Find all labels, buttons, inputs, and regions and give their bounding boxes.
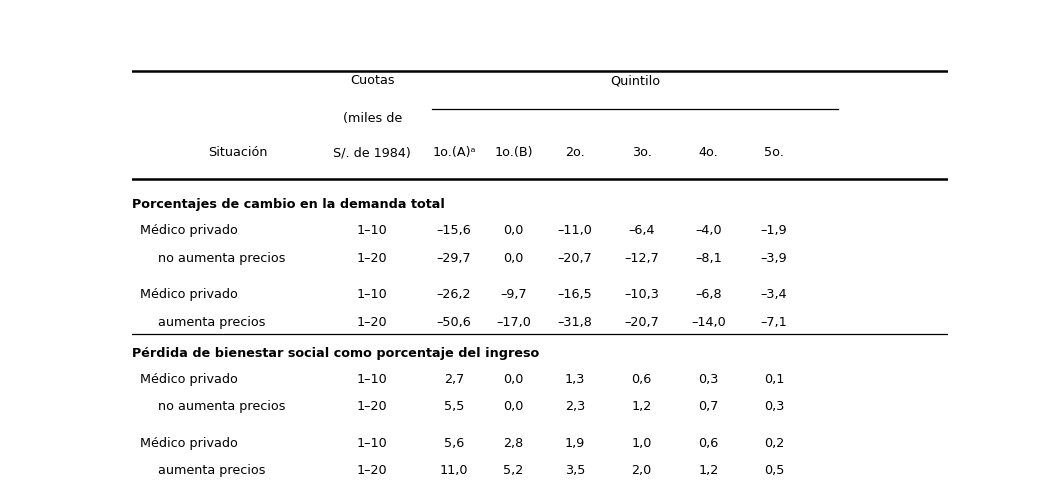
Text: 0,0: 0,0	[503, 400, 523, 413]
Text: 2,3: 2,3	[564, 400, 584, 413]
Text: –17,0: –17,0	[496, 316, 531, 329]
Text: 5,5: 5,5	[443, 400, 464, 413]
Text: 1o.(A)ᵃ: 1o.(A)ᵃ	[432, 146, 476, 159]
Text: –7,1: –7,1	[760, 316, 788, 329]
Text: 3o.: 3o.	[632, 146, 652, 159]
Text: –12,7: –12,7	[624, 251, 659, 265]
Text: Médico privado: Médico privado	[140, 224, 238, 237]
Text: Cuotas: Cuotas	[350, 74, 395, 87]
Text: 0,1: 0,1	[763, 373, 784, 386]
Text: 3,5: 3,5	[564, 464, 584, 477]
Text: 0,6: 0,6	[698, 437, 719, 450]
Text: –14,0: –14,0	[691, 316, 726, 329]
Text: –50,6: –50,6	[437, 316, 472, 329]
Text: 0,7: 0,7	[698, 400, 719, 413]
Text: –15,6: –15,6	[437, 224, 472, 237]
Text: 2,0: 2,0	[632, 464, 652, 477]
Text: –20,7: –20,7	[557, 251, 592, 265]
Text: –1,9: –1,9	[760, 224, 788, 237]
Text: 1–20: 1–20	[357, 251, 388, 265]
Text: 1,2: 1,2	[632, 400, 652, 413]
Text: 0,2: 0,2	[763, 437, 784, 450]
Text: Situación: Situación	[207, 146, 267, 159]
Text: 1,2: 1,2	[698, 464, 719, 477]
Text: no aumenta precios: no aumenta precios	[158, 251, 285, 265]
Text: 1–10: 1–10	[357, 437, 388, 450]
Text: aumenta precios: aumenta precios	[158, 316, 265, 329]
Text: 1–10: 1–10	[357, 224, 388, 237]
Text: –3,4: –3,4	[760, 288, 788, 301]
Text: 0,5: 0,5	[763, 464, 784, 477]
Text: –6,4: –6,4	[629, 224, 655, 237]
Text: 1,3: 1,3	[564, 373, 584, 386]
Text: 11,0: 11,0	[440, 464, 469, 477]
Text: Pérdida de bienestar social como porcentaje del ingreso: Pérdida de bienestar social como porcent…	[132, 347, 539, 360]
Text: –9,7: –9,7	[500, 288, 526, 301]
Text: (miles de: (miles de	[342, 112, 402, 125]
Text: 2,8: 2,8	[503, 437, 523, 450]
Text: 0,0: 0,0	[503, 224, 523, 237]
Text: Médico privado: Médico privado	[140, 437, 238, 450]
Text: 5,6: 5,6	[444, 437, 464, 450]
Text: –8,1: –8,1	[695, 251, 722, 265]
Text: –16,5: –16,5	[557, 288, 592, 301]
Text: 1,0: 1,0	[632, 437, 652, 450]
Text: –31,8: –31,8	[557, 316, 592, 329]
Text: 2,7: 2,7	[444, 373, 464, 386]
Text: no aumenta precios: no aumenta precios	[158, 400, 285, 413]
Text: 0,3: 0,3	[763, 400, 784, 413]
Text: 0,0: 0,0	[503, 373, 523, 386]
Text: Quintilo: Quintilo	[610, 74, 660, 87]
Text: 1–20: 1–20	[357, 316, 388, 329]
Text: –29,7: –29,7	[437, 251, 472, 265]
Text: –20,7: –20,7	[624, 316, 659, 329]
Text: 0,6: 0,6	[632, 373, 652, 386]
Text: –4,0: –4,0	[695, 224, 722, 237]
Text: 0,3: 0,3	[698, 373, 719, 386]
Text: aumenta precios: aumenta precios	[158, 464, 265, 477]
Text: 1–10: 1–10	[357, 288, 388, 301]
Text: 5o.: 5o.	[763, 146, 783, 159]
Text: 1o.(B): 1o.(B)	[494, 146, 533, 159]
Text: –26,2: –26,2	[437, 288, 472, 301]
Text: –11,0: –11,0	[557, 224, 592, 237]
Text: 0,0: 0,0	[503, 251, 523, 265]
Text: 1–20: 1–20	[357, 464, 388, 477]
Text: 1–20: 1–20	[357, 400, 388, 413]
Text: 1–10: 1–10	[357, 373, 388, 386]
Text: –6,8: –6,8	[695, 288, 722, 301]
Text: S/. de 1984): S/. de 1984)	[334, 146, 412, 159]
Text: Médico privado: Médico privado	[140, 373, 238, 386]
Text: –3,9: –3,9	[760, 251, 788, 265]
Text: –10,3: –10,3	[624, 288, 659, 301]
Text: 5,2: 5,2	[503, 464, 523, 477]
Text: 2o.: 2o.	[564, 146, 584, 159]
Text: Médico privado: Médico privado	[140, 288, 238, 301]
Text: 1,9: 1,9	[564, 437, 584, 450]
Text: 4o.: 4o.	[699, 146, 718, 159]
Text: Porcentajes de cambio en la demanda total: Porcentajes de cambio en la demanda tota…	[132, 199, 444, 211]
